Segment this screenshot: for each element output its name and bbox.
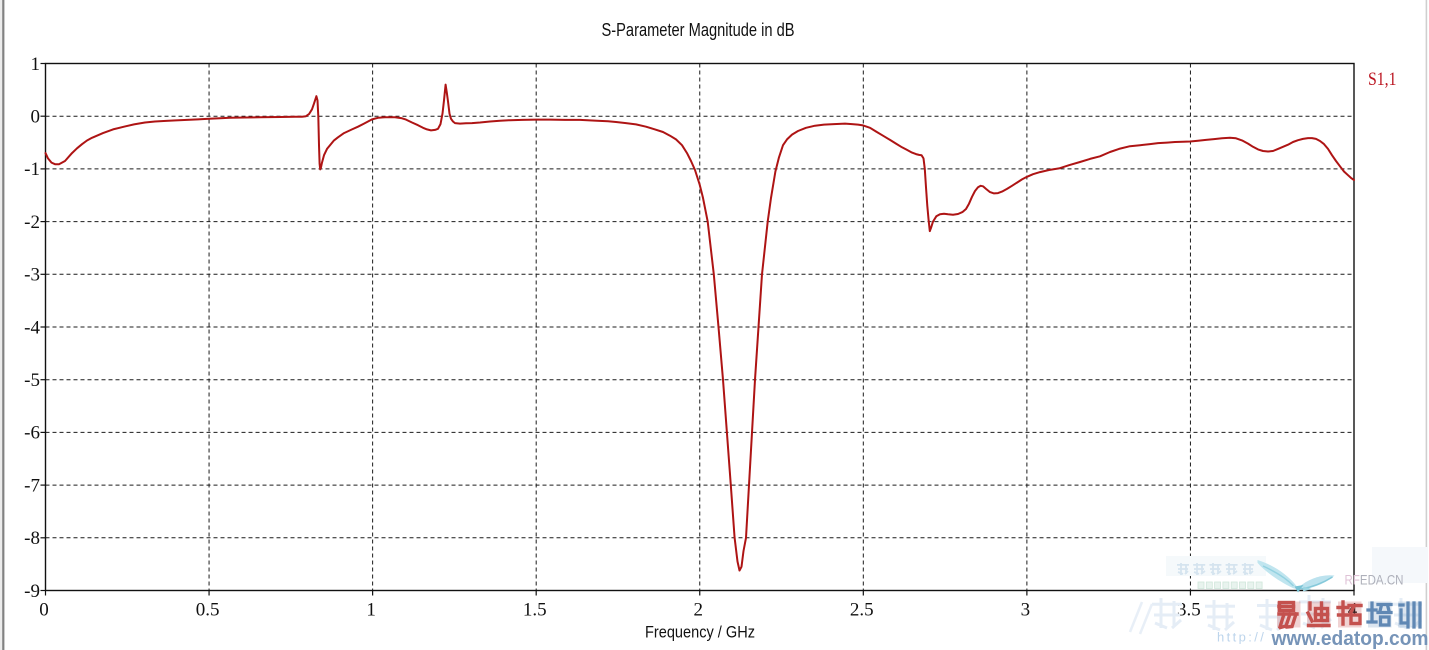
svg-text:Frequency / GHz: Frequency / GHz [645,624,755,642]
svg-text:0: 0 [39,600,49,621]
svg-text:2: 2 [693,600,703,621]
svg-text:2.5: 2.5 [850,600,874,621]
svg-text:-7: -7 [24,475,40,496]
svg-text:1: 1 [366,600,376,621]
svg-text:3: 3 [1021,600,1031,621]
svg-text:http://: http:// [1217,630,1266,645]
svg-text:S-Parameter Magnitude in dB: S-Parameter Magnitude in dB [602,20,795,40]
svg-text:-8: -8 [24,528,40,549]
svg-text:-1: -1 [24,159,40,180]
svg-text:-5: -5 [24,370,40,391]
svg-text:3.5: 3.5 [1177,600,1201,621]
svg-text:1: 1 [31,54,41,75]
svg-text:0.5: 0.5 [196,600,220,621]
svg-text:-2: -2 [24,212,40,233]
svg-text:S1,1: S1,1 [1368,69,1397,90]
svg-text:-3: -3 [24,265,40,286]
svg-text:-4: -4 [24,317,40,338]
svg-text:-9: -9 [24,581,40,602]
svg-text:0: 0 [31,107,41,128]
svg-text:www.edatop.com: www.edatop.com [1271,628,1429,650]
svg-text:-6: -6 [24,423,40,444]
svg-text:1.5: 1.5 [523,600,547,621]
svg-text:RFEDA.CN: RFEDA.CN [1345,572,1404,588]
